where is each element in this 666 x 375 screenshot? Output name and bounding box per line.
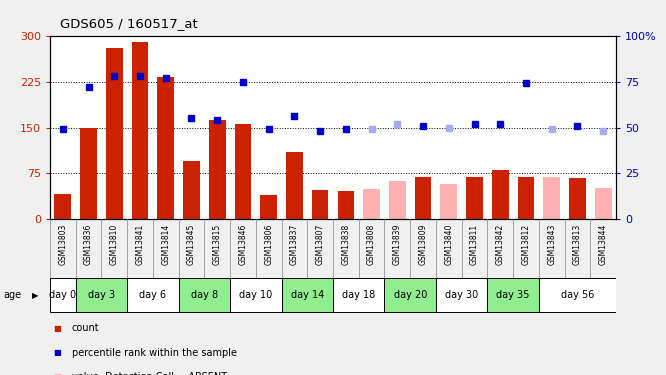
Bar [286,152,303,219]
Text: day 0: day 0 [49,290,77,300]
Text: GSM13808: GSM13808 [367,224,376,265]
Bar [178,278,230,312]
Text: day 30: day 30 [445,290,478,300]
Text: value, Detection Call = ABSENT: value, Detection Call = ABSENT [72,372,227,375]
Bar [389,182,406,219]
Text: GDS605 / 160517_at: GDS605 / 160517_at [60,17,198,30]
Bar [234,124,251,219]
Text: age: age [3,290,21,300]
Bar [595,188,611,219]
Text: day 35: day 35 [496,290,530,300]
Text: GSM13813: GSM13813 [573,224,582,265]
Bar [55,194,71,219]
Text: day 56: day 56 [561,290,594,300]
Text: ■: ■ [53,348,61,357]
Bar [127,278,178,312]
Bar [466,177,483,219]
Text: day 3: day 3 [88,290,115,300]
Bar [363,189,380,219]
Bar [282,278,333,312]
Bar [543,177,560,219]
Text: GSM13845: GSM13845 [187,224,196,266]
Bar [230,278,282,312]
Bar [440,184,457,219]
Bar [415,177,432,219]
Text: day 6: day 6 [139,290,166,300]
Text: GSM13814: GSM13814 [161,224,170,265]
Bar [539,278,616,312]
Text: GSM13837: GSM13837 [290,224,299,266]
Bar [157,77,174,219]
Text: GSM13809: GSM13809 [418,224,428,266]
Bar [106,48,123,219]
Bar [260,195,277,219]
Bar [132,42,149,219]
Bar [517,177,534,219]
Text: GSM13839: GSM13839 [393,224,402,266]
Text: GSM13844: GSM13844 [599,224,607,266]
Bar [80,128,97,219]
Bar [436,278,488,312]
Text: GSM13842: GSM13842 [496,224,505,265]
Text: GSM13843: GSM13843 [547,224,556,266]
Bar [209,120,226,219]
Bar [312,190,328,219]
Text: GSM13803: GSM13803 [59,224,67,266]
Text: GSM13840: GSM13840 [444,224,454,266]
Bar [492,170,509,219]
Text: day 14: day 14 [290,290,324,300]
Bar [50,278,76,312]
Bar [76,278,127,312]
Text: GSM13807: GSM13807 [316,224,324,266]
Text: GSM13812: GSM13812 [521,224,531,265]
Bar [569,178,586,219]
Text: ▶: ▶ [32,291,39,300]
Text: count: count [72,323,99,333]
Bar [338,190,354,219]
Bar [384,278,436,312]
Text: GSM13838: GSM13838 [342,224,350,265]
Text: GSM13806: GSM13806 [264,224,273,266]
Text: GSM13836: GSM13836 [84,224,93,266]
Text: day 18: day 18 [342,290,376,300]
Text: GSM13841: GSM13841 [135,224,145,265]
Bar [183,161,200,219]
Text: GSM13846: GSM13846 [238,224,248,266]
Text: GSM13810: GSM13810 [110,224,119,265]
Text: ■: ■ [53,324,61,333]
Text: percentile rank within the sample: percentile rank within the sample [72,348,237,357]
Text: ■: ■ [53,372,61,375]
Bar [333,278,384,312]
Text: day 10: day 10 [239,290,272,300]
Text: day 20: day 20 [394,290,427,300]
Bar [488,278,539,312]
Text: GSM13815: GSM13815 [212,224,222,265]
Text: day 8: day 8 [190,290,218,300]
Text: GSM13811: GSM13811 [470,224,479,265]
